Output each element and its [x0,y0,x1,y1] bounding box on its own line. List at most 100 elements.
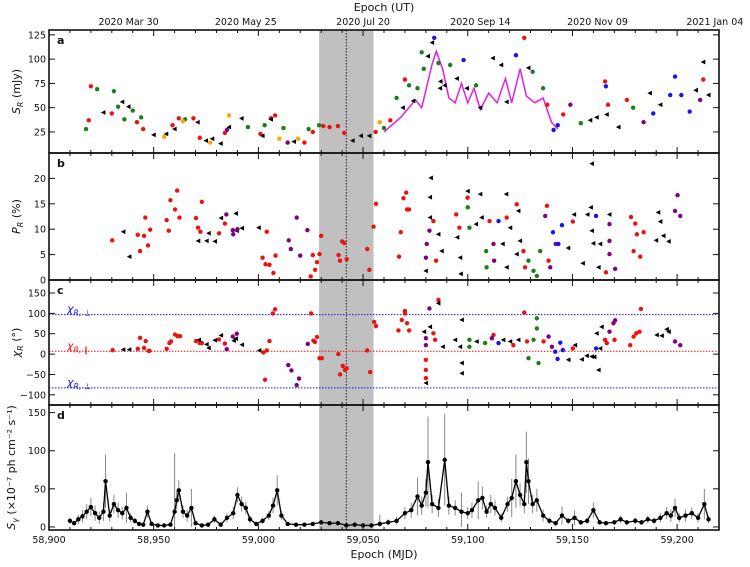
data-point [286,362,291,368]
data-point [289,368,294,373]
data-point [271,270,276,276]
data-point [525,65,531,71]
data-point [553,520,558,526]
data-point [596,367,601,373]
data-point [340,363,345,369]
data-point [522,310,527,315]
data-point [603,84,609,89]
data-point [277,136,282,141]
data-point [655,210,661,215]
data-point [534,316,540,321]
data-point [423,357,429,363]
data-point [645,517,651,522]
data-point [365,348,370,353]
data-point [267,262,272,267]
data-point [381,125,387,131]
data-point [172,207,178,212]
data-point [570,346,576,351]
data-point [312,339,318,345]
data-point [429,40,435,46]
data-point [572,515,577,521]
data-point [377,120,383,125]
y-axis-title: PR (%) [10,199,25,234]
data-point [588,204,593,210]
data-point [540,86,546,91]
data-point [137,335,143,341]
data-point [270,503,276,508]
data-point [651,518,657,524]
data-point [310,252,316,258]
y-axis-title-unit: (°) [10,328,23,346]
data-point [578,520,584,525]
data-point [67,518,73,524]
data-point [488,501,493,507]
x-tick-label: 59,050 [346,535,379,546]
data-point [164,217,169,223]
data-point [168,339,174,344]
data-point [88,84,94,89]
data-point [565,357,571,363]
data-point [130,108,135,113]
data-point [145,509,150,514]
data-point [145,243,151,248]
data-point [385,520,391,525]
data-point [428,175,433,181]
data-point [566,518,571,524]
top-tick-label: 2021 Jan 04 [686,17,743,28]
data-point [491,332,496,338]
data-point [260,255,265,260]
data-point [410,98,416,104]
data-point [366,133,372,139]
data-point [521,248,526,254]
data-point [421,66,426,72]
data-point [612,337,617,343]
data-point [549,344,555,349]
data-point [624,97,630,103]
data-point [206,230,211,236]
data-point [526,258,531,263]
data-point [415,494,420,499]
data-point [432,35,437,40]
data-point [367,369,373,375]
data-point [541,339,546,344]
data-point [429,501,435,507]
data-point [446,503,452,508]
data-point [226,124,232,130]
reference-line-label-main: χ [66,303,74,316]
data-point [490,55,495,61]
data-point [406,207,412,212]
data-point [558,340,563,345]
data-point [555,356,560,362]
data-point [199,523,205,528]
data-point [318,233,324,239]
data-point [427,215,433,220]
data-point [92,511,98,516]
data-point [120,229,126,235]
data-point [233,336,238,342]
data-point [197,135,202,140]
data-point [423,336,429,341]
data-point [437,79,443,84]
data-point [432,337,438,343]
data-point [555,122,560,128]
data-point [423,255,429,260]
data-point [358,133,363,139]
data-point [224,347,229,352]
y-tick-label: 0 [40,350,46,361]
data-point [212,238,218,244]
data-point [587,117,593,123]
data-point [607,238,612,244]
data-point [193,215,199,221]
data-point [447,62,453,68]
data-point [136,521,142,527]
data-point [349,138,355,144]
data-point [461,57,466,63]
data-point [579,356,584,362]
data-point [584,518,590,524]
data-point [633,221,638,226]
data-point [559,222,565,228]
x-tick-label: 59,200 [661,535,694,546]
data-point [427,306,432,311]
data-point [305,228,310,233]
data-point [672,208,678,214]
